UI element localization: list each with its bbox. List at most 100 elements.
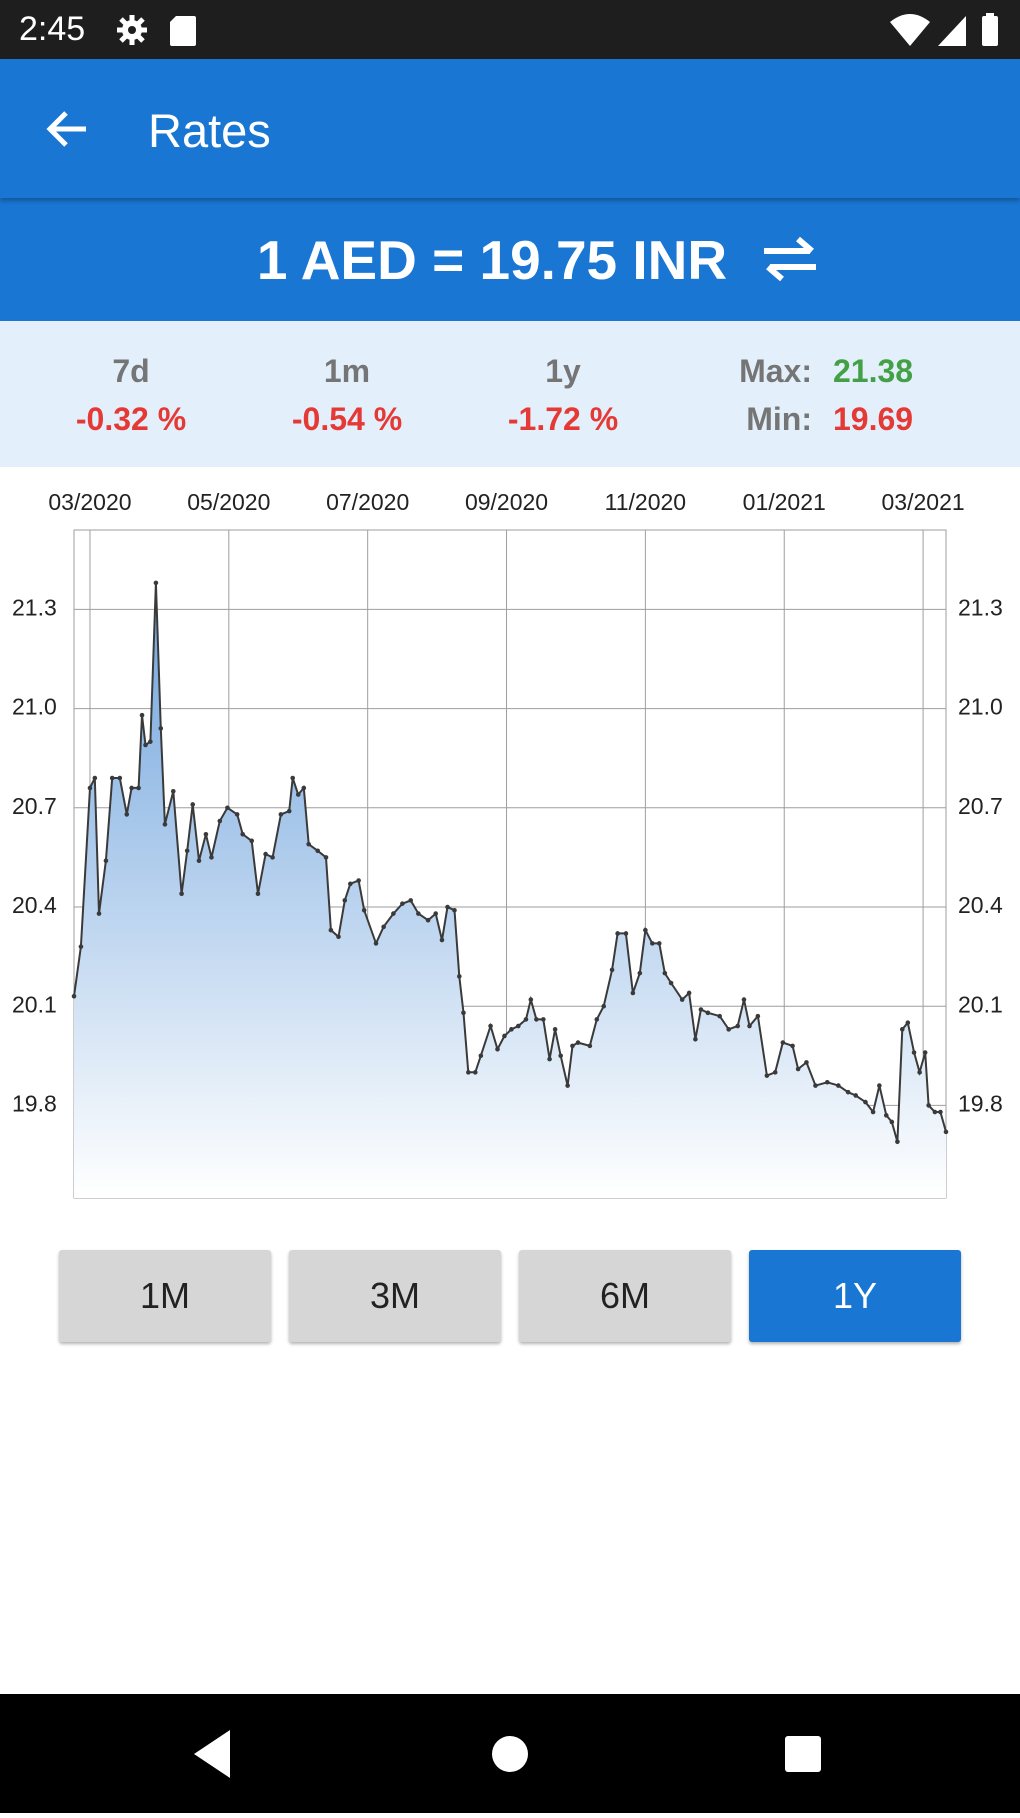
y-tick-label-right: 20.4	[958, 892, 1003, 918]
point	[570, 1043, 575, 1049]
point	[764, 1073, 770, 1078]
point	[139, 712, 145, 718]
point	[938, 1109, 943, 1115]
point	[717, 1013, 722, 1019]
point	[170, 788, 176, 794]
point	[735, 1023, 741, 1029]
point	[203, 831, 209, 837]
point	[416, 911, 421, 916]
nav-home[interactable]	[492, 1736, 528, 1772]
point	[249, 838, 255, 844]
screen-title: Rates	[148, 104, 271, 157]
point	[466, 1070, 471, 1075]
point	[148, 739, 153, 744]
nav-recents[interactable]	[785, 1736, 821, 1772]
point	[495, 1046, 500, 1052]
change-value: -0.32 %	[75, 401, 187, 437]
point	[547, 1056, 552, 1062]
point	[143, 742, 148, 748]
point	[87, 785, 93, 791]
point	[705, 1010, 711, 1016]
point	[679, 997, 685, 1002]
point	[917, 1070, 922, 1075]
point	[741, 997, 747, 1002]
point	[926, 1103, 931, 1108]
point	[408, 898, 414, 903]
point	[575, 1040, 581, 1045]
point	[650, 941, 655, 946]
point	[863, 1099, 868, 1105]
point	[587, 1043, 593, 1049]
point	[356, 878, 361, 883]
point	[594, 1017, 600, 1022]
point	[922, 1050, 928, 1055]
point	[883, 1113, 889, 1118]
point	[184, 848, 190, 854]
point	[103, 858, 109, 863]
point	[129, 785, 134, 791]
point	[686, 990, 692, 996]
point	[824, 1079, 830, 1085]
point	[323, 855, 329, 860]
y-tick-label-right: 20.7	[958, 793, 1003, 819]
status-icons	[117, 15, 196, 46]
point	[662, 970, 668, 976]
point	[726, 1027, 731, 1032]
point	[609, 967, 615, 973]
point	[516, 1023, 521, 1029]
point	[445, 904, 450, 910]
swap-button[interactable]	[760, 234, 820, 284]
point	[895, 1139, 900, 1145]
change-label: 1m	[323, 353, 371, 389]
point	[853, 1093, 859, 1098]
point	[601, 1003, 607, 1009]
point	[270, 855, 275, 860]
point	[255, 891, 261, 897]
nav-back[interactable]	[194, 1730, 230, 1778]
x-tick-label: 05/2020	[187, 489, 270, 515]
range-button[interactable]: 1Y	[749, 1250, 961, 1342]
change-label: 7d	[112, 353, 150, 389]
point	[630, 990, 636, 996]
point	[528, 997, 534, 1002]
range-button[interactable]: 1M	[59, 1250, 271, 1342]
point	[373, 941, 379, 946]
point	[361, 907, 367, 913]
point	[400, 901, 405, 906]
x-tick-label: 11/2020	[605, 489, 686, 515]
y-tick-label-right: 21.0	[958, 694, 1003, 720]
range-button[interactable]: 6M	[519, 1250, 731, 1342]
point	[523, 1017, 529, 1022]
point	[234, 812, 240, 817]
rate-chart: 21.3 21.3 21.0 21.0 20.7 20.7 20.4 20.4 20.1 20.1…	[12, 489, 1003, 1199]
point	[813, 1083, 818, 1088]
point	[92, 775, 98, 781]
range-button[interactable]: 3M	[289, 1250, 501, 1342]
point	[306, 841, 311, 847]
point	[623, 931, 629, 936]
point	[391, 911, 396, 916]
nav-icons	[194, 1730, 821, 1778]
point	[905, 1020, 911, 1026]
point	[943, 1129, 949, 1135]
back-button[interactable]	[44, 105, 92, 153]
point	[541, 1017, 546, 1022]
rate-banner: 1 AED = 19.75 INR	[0, 198, 1020, 321]
point	[558, 1053, 563, 1059]
clock: 2:45	[19, 10, 86, 48]
point	[295, 792, 301, 797]
point	[643, 927, 648, 933]
y-tick-label: 20.4	[12, 892, 57, 918]
point	[315, 848, 320, 854]
x-tick-label: 07/2020	[326, 489, 409, 515]
point	[278, 812, 284, 817]
point	[755, 1013, 761, 1019]
point	[877, 1083, 882, 1088]
point	[509, 1027, 514, 1032]
point	[899, 1027, 905, 1032]
point	[836, 1083, 841, 1088]
max-label: Max:	[739, 353, 812, 389]
point	[795, 1066, 801, 1072]
point	[698, 1007, 704, 1012]
point	[158, 726, 164, 731]
